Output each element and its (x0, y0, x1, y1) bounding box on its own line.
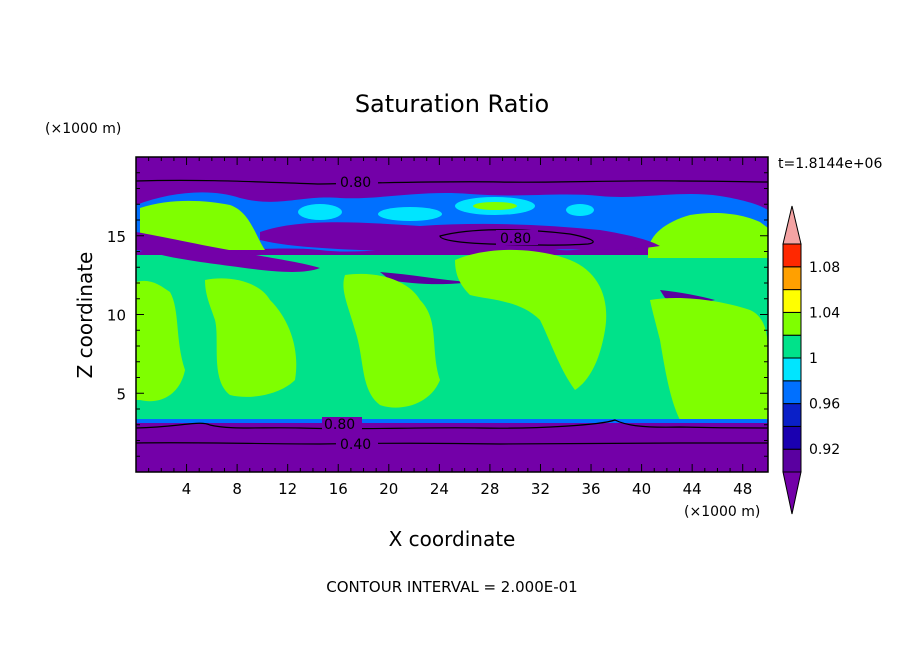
x-tick-label: 40 (632, 480, 651, 498)
x-tick-label: 44 (683, 480, 702, 498)
x-tick-label: 4 (182, 480, 192, 498)
contour-label-2: 0.80 (500, 231, 531, 247)
colorbar-label: 0.96 (809, 397, 840, 413)
contour-interval-footer: CONTOUR INTERVAL = 2.000E-01 (326, 578, 577, 596)
x-unit-label: (×1000 m) (684, 504, 760, 520)
contour-label-3: 0.80 (324, 417, 355, 433)
y-tick-label: 15 (107, 228, 126, 246)
x-tick-label: 12 (278, 480, 297, 498)
contour-0.40 (136, 442, 768, 445)
green-region-5 (650, 298, 768, 420)
cyan-blob-1 (298, 204, 342, 220)
green-region-2 (205, 278, 297, 397)
colorbar-box (782, 289, 802, 313)
colorbar-box (782, 243, 802, 268)
contour-label-bg-3 (322, 417, 362, 431)
contour-0.80-upper (439, 229, 594, 246)
green-region-4 (455, 249, 607, 390)
plot-area: 0.80 0.80 0.80 0.40 (136, 157, 768, 472)
x-tick-label: 28 (480, 480, 499, 498)
colorbar-box (782, 266, 802, 291)
cyan-blob-2 (378, 207, 442, 221)
x-tick-label: 24 (430, 480, 449, 498)
band-dry-layer (260, 222, 660, 252)
colorbar-high-triangle (782, 205, 802, 245)
dry-streak-center (380, 272, 470, 285)
y-tick-label: 5 (116, 385, 126, 403)
colorbar-label: 1.04 (809, 305, 840, 321)
x-tick-label: 48 (733, 480, 752, 498)
colorbar-low-triangle (782, 471, 802, 515)
band-upper-green-left (140, 200, 265, 250)
contour-0.80-lower (136, 419, 768, 430)
colorbar-box (782, 403, 802, 427)
green-region-3 (343, 273, 440, 408)
colorbar-label: 1 (809, 351, 818, 367)
y-unit-label: (×1000 m) (45, 121, 121, 137)
x-tick-label: 8 (232, 480, 242, 498)
green-blob-top (473, 202, 517, 210)
colorbar-box (782, 380, 802, 405)
colorbar: 0.92 0.96 1 1.04 1.08 (782, 205, 840, 515)
y-axis-label: Z coordinate (73, 252, 97, 379)
band-lower-blue-edge (136, 419, 768, 423)
x-tick-label: 16 (329, 480, 348, 498)
band-lower-purple (136, 422, 768, 472)
colorbar-box (782, 425, 802, 450)
x-tick-label: 20 (379, 480, 398, 498)
colorbar-label: 0.92 (809, 442, 840, 458)
colorbar-box (782, 448, 802, 473)
green-region-1 (136, 280, 185, 402)
x-axis: 4 8 12 16 20 24 28 32 36 40 44 48 (148, 157, 756, 498)
colorbar-label: 1.08 (809, 260, 840, 276)
contour-label-bg-1 (336, 174, 378, 189)
x-tick-label: 32 (531, 480, 550, 498)
x-axis-label: X coordinate (389, 527, 516, 551)
colorbar-box (782, 311, 802, 336)
band-upper-green-right (648, 212, 768, 258)
contour-label-bg-2 (496, 230, 538, 245)
contour-0.80-top (136, 179, 768, 185)
colorbar-box (782, 334, 802, 359)
contour-label-1: 0.80 (340, 175, 371, 191)
contour-label-4: 0.40 (340, 437, 371, 453)
x-tick-label: 36 (581, 480, 600, 498)
dry-streak-left (136, 232, 320, 272)
time-label: t=1.8144e+06 (778, 156, 882, 172)
colorbar-box (782, 357, 802, 382)
chart-title: Saturation Ratio (355, 90, 549, 118)
cyan-blob-4 (566, 204, 594, 216)
contour-label-bg-4 (336, 436, 378, 451)
y-tick-label: 10 (107, 307, 126, 325)
y-axis: 5 10 15 (107, 172, 768, 457)
